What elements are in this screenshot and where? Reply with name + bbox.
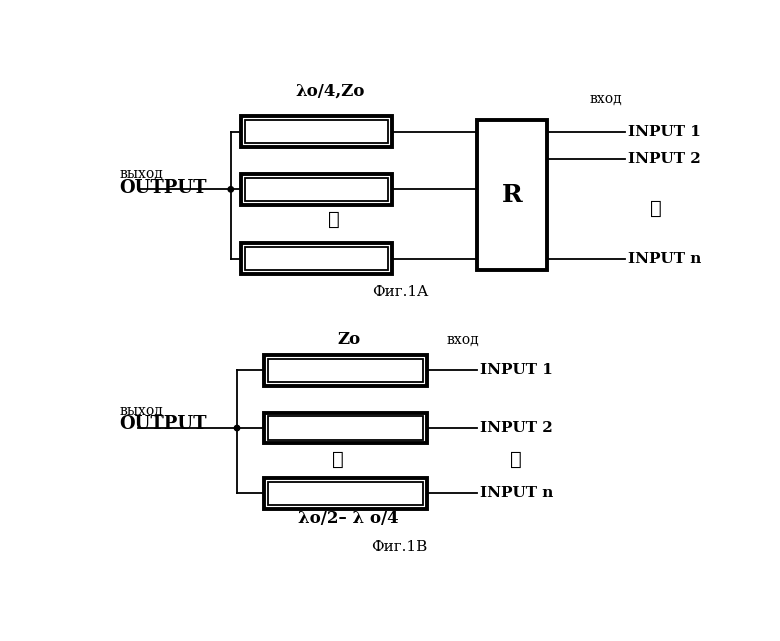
Circle shape bbox=[234, 426, 239, 431]
Text: ⋮: ⋮ bbox=[328, 211, 340, 229]
Text: ⋮: ⋮ bbox=[332, 451, 344, 469]
Bar bbox=[245, 178, 388, 201]
Text: λo/4,Zo: λo/4,Zo bbox=[296, 83, 365, 100]
Text: Фиг.1B: Фиг.1B bbox=[371, 540, 428, 554]
Text: OUTPUT: OUTPUT bbox=[119, 179, 207, 197]
Bar bbox=[268, 417, 423, 440]
Bar bbox=[241, 174, 392, 204]
Bar bbox=[268, 482, 423, 505]
Text: OUTPUT: OUTPUT bbox=[119, 415, 207, 433]
Bar bbox=[245, 247, 388, 271]
Bar bbox=[241, 116, 392, 147]
Bar bbox=[245, 120, 388, 143]
Bar bbox=[264, 413, 427, 444]
Text: ⋮: ⋮ bbox=[650, 199, 661, 217]
Circle shape bbox=[228, 187, 233, 192]
Bar bbox=[477, 120, 547, 271]
Bar bbox=[241, 243, 392, 274]
Text: R: R bbox=[502, 183, 523, 207]
Text: λo/2– λ o/4: λo/2– λ o/4 bbox=[297, 510, 398, 527]
Text: INPUT 2: INPUT 2 bbox=[480, 421, 553, 435]
Text: вход: вход bbox=[446, 333, 479, 347]
Text: Фиг.1A: Фиг.1A bbox=[372, 285, 427, 299]
Text: INPUT 2: INPUT 2 bbox=[628, 151, 700, 165]
Bar bbox=[264, 355, 427, 386]
Text: выход: выход bbox=[119, 404, 163, 418]
Text: выход: выход bbox=[119, 167, 163, 181]
Bar bbox=[264, 478, 427, 509]
Bar bbox=[268, 359, 423, 382]
Text: вход: вход bbox=[590, 92, 622, 106]
Text: ⋮: ⋮ bbox=[510, 451, 522, 469]
Text: INPUT n: INPUT n bbox=[480, 487, 554, 501]
Text: INPUT 1: INPUT 1 bbox=[480, 363, 553, 378]
Text: INPUT n: INPUT n bbox=[628, 252, 701, 265]
Text: INPUT 1: INPUT 1 bbox=[628, 124, 700, 138]
Text: Zo: Zo bbox=[338, 331, 361, 348]
